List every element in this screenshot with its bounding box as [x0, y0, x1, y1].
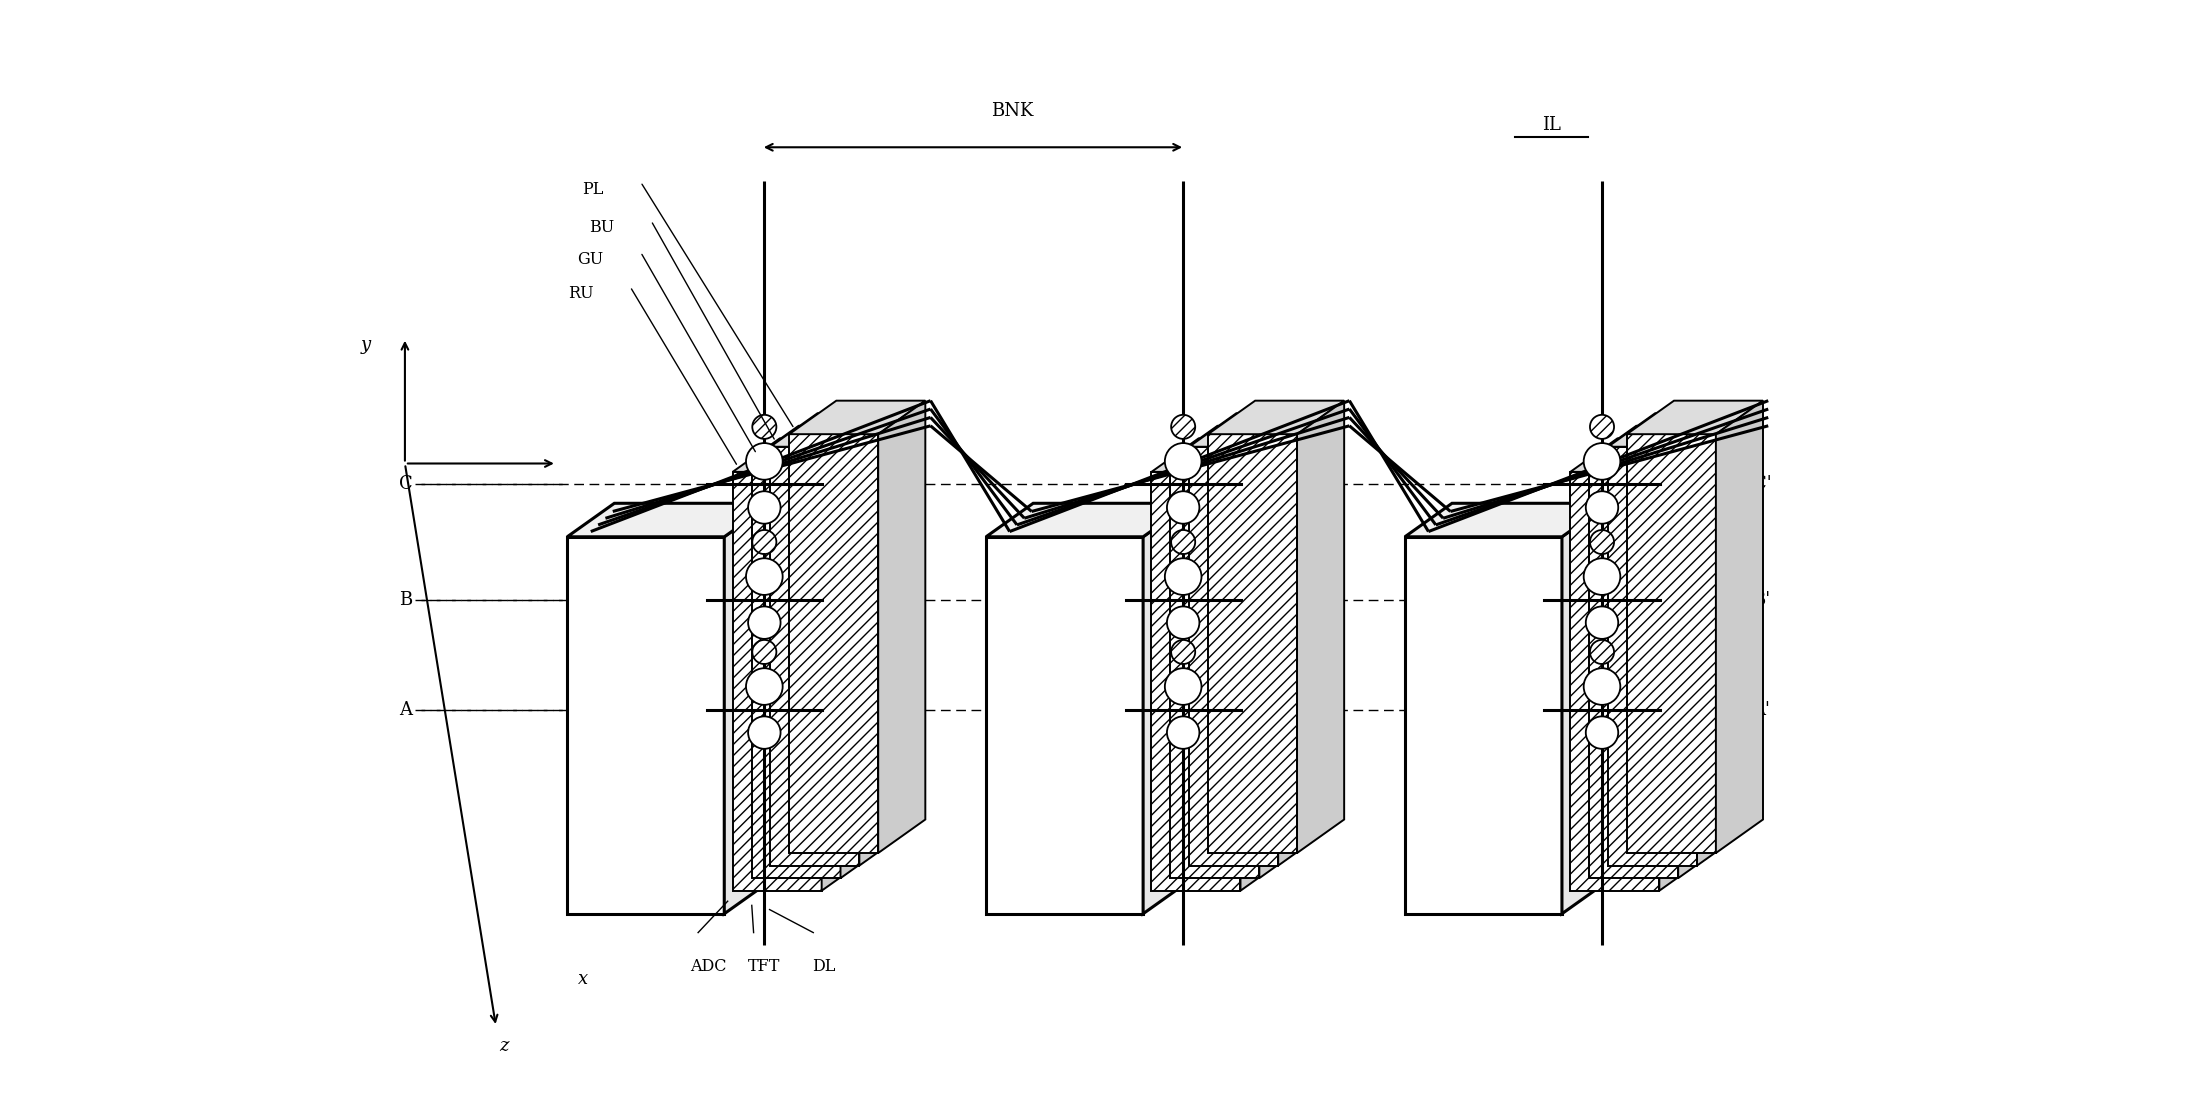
- Circle shape: [1171, 640, 1195, 664]
- Text: BNK: BNK: [991, 102, 1032, 120]
- Text: B: B: [399, 590, 412, 609]
- Circle shape: [745, 558, 783, 594]
- Circle shape: [1585, 492, 1618, 524]
- Circle shape: [1164, 558, 1201, 594]
- Text: RU: RU: [568, 285, 594, 303]
- Text: C': C': [1754, 475, 1771, 494]
- Text: C: C: [399, 475, 412, 494]
- Polygon shape: [1626, 434, 1716, 853]
- Polygon shape: [1563, 503, 1609, 914]
- Polygon shape: [822, 439, 868, 891]
- Polygon shape: [986, 503, 1190, 537]
- Circle shape: [745, 443, 783, 480]
- Polygon shape: [789, 401, 925, 434]
- Circle shape: [1589, 414, 1613, 439]
- Polygon shape: [769, 413, 907, 446]
- Polygon shape: [1260, 425, 1306, 878]
- Polygon shape: [752, 425, 888, 460]
- Polygon shape: [840, 425, 888, 878]
- Text: y: y: [362, 336, 370, 354]
- Polygon shape: [752, 460, 840, 878]
- Polygon shape: [1609, 446, 1697, 865]
- Polygon shape: [732, 439, 868, 472]
- Circle shape: [1171, 414, 1195, 439]
- Text: TFT: TFT: [747, 958, 780, 975]
- Circle shape: [747, 607, 780, 639]
- Polygon shape: [1298, 401, 1344, 853]
- Circle shape: [745, 669, 783, 705]
- Polygon shape: [1405, 537, 1563, 914]
- Circle shape: [1164, 443, 1201, 480]
- Polygon shape: [1241, 439, 1287, 891]
- Circle shape: [1589, 530, 1613, 554]
- Polygon shape: [1589, 425, 1725, 460]
- Polygon shape: [1190, 413, 1326, 446]
- Text: ADC: ADC: [690, 958, 728, 975]
- Circle shape: [1171, 530, 1195, 554]
- Circle shape: [1585, 607, 1618, 639]
- Polygon shape: [723, 503, 772, 914]
- Text: A: A: [399, 701, 412, 718]
- Text: z: z: [500, 1038, 509, 1055]
- Circle shape: [752, 414, 776, 439]
- Polygon shape: [1589, 460, 1679, 878]
- Text: A': A': [1754, 701, 1771, 718]
- Polygon shape: [732, 472, 822, 891]
- Circle shape: [747, 716, 780, 749]
- Circle shape: [747, 492, 780, 524]
- Polygon shape: [568, 503, 772, 537]
- Polygon shape: [1716, 401, 1762, 853]
- Circle shape: [1589, 640, 1613, 664]
- Polygon shape: [568, 537, 723, 914]
- Circle shape: [1583, 558, 1620, 594]
- Polygon shape: [1609, 413, 1745, 446]
- Circle shape: [1164, 669, 1201, 705]
- Polygon shape: [879, 401, 925, 853]
- Text: B': B': [1754, 590, 1771, 609]
- Polygon shape: [1171, 425, 1306, 460]
- Circle shape: [752, 530, 776, 554]
- Polygon shape: [1190, 446, 1278, 865]
- Circle shape: [1583, 443, 1620, 480]
- Polygon shape: [1142, 503, 1190, 914]
- Circle shape: [1166, 716, 1199, 749]
- Polygon shape: [789, 434, 879, 853]
- Circle shape: [1166, 492, 1199, 524]
- Text: DL: DL: [811, 958, 835, 975]
- Polygon shape: [769, 446, 859, 865]
- Polygon shape: [1659, 439, 1705, 891]
- Circle shape: [1583, 669, 1620, 705]
- Text: BU: BU: [590, 220, 614, 236]
- Polygon shape: [1697, 413, 1745, 865]
- Polygon shape: [1626, 401, 1762, 434]
- Text: PL: PL: [583, 180, 603, 198]
- Circle shape: [752, 640, 776, 664]
- Text: GU: GU: [579, 251, 603, 267]
- Polygon shape: [1679, 425, 1725, 878]
- Polygon shape: [986, 537, 1142, 914]
- Polygon shape: [1569, 439, 1705, 472]
- Polygon shape: [1405, 503, 1609, 537]
- Polygon shape: [1569, 472, 1659, 891]
- Polygon shape: [1151, 472, 1241, 891]
- Text: x: x: [579, 970, 587, 988]
- Circle shape: [1166, 607, 1199, 639]
- Circle shape: [1585, 716, 1618, 749]
- Polygon shape: [1151, 439, 1287, 472]
- Polygon shape: [859, 413, 907, 865]
- Text: IL: IL: [1541, 116, 1561, 134]
- Polygon shape: [1208, 401, 1344, 434]
- Polygon shape: [1208, 434, 1298, 853]
- Polygon shape: [1171, 460, 1260, 878]
- Polygon shape: [1278, 413, 1326, 865]
